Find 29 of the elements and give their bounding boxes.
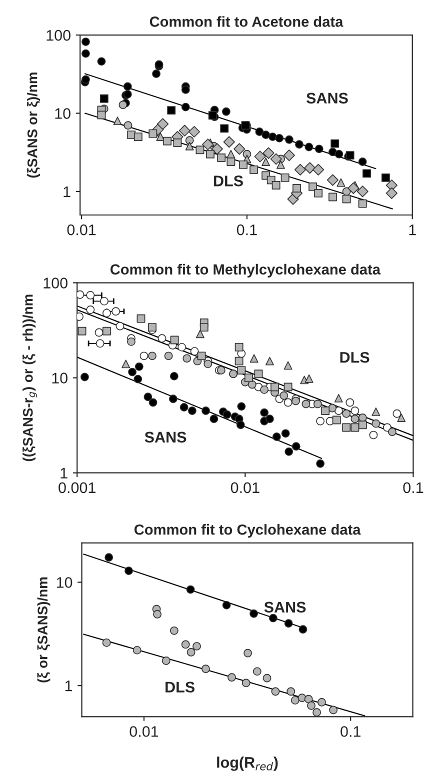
x-tick-label: 0.1 (403, 482, 424, 494)
y-tick-label: 10 (55, 108, 70, 119)
y-axis-title: (ξ or ξSANS)/nm (37, 577, 50, 682)
y-tick-label: 100 (46, 30, 70, 41)
x-tick-label: 0.01 (230, 482, 260, 494)
x-tick-label: 0.01 (130, 726, 158, 737)
annotation: DLS (214, 176, 243, 186)
annotation: SANS (306, 92, 348, 104)
x-tick-label: 1 (409, 224, 416, 236)
y-axis-title: (ξSANS or ξ)/nm (27, 72, 40, 178)
y-tick-label: 1 (65, 680, 72, 692)
y-tick-label: 10 (56, 577, 72, 588)
annotation: DLS (166, 682, 194, 693)
x-tick-label: 0.01 (67, 224, 96, 236)
chart-title: Common fit to Methylcyclohexane data (110, 264, 381, 278)
y-tick-label: 1 (60, 468, 68, 478)
x-axis-title: log(R$_{red}$) (217, 756, 278, 771)
annotation: SANS (144, 432, 186, 443)
x-tick-label: 0.1 (236, 224, 257, 236)
y-axis-title: ((ξSANS-r$_{g}$) or (ξ - rh))/nm (22, 294, 37, 462)
annotation: SANS (264, 602, 306, 613)
chart-title: Common fit to Acetone data (150, 16, 344, 27)
x-tick-label: 0.001 (58, 482, 96, 494)
y-tick-label: 100 (44, 278, 68, 288)
x-tick-label: 0.1 (340, 726, 360, 737)
chart-title: Common fit to Cyclohexane data (134, 524, 361, 538)
y-tick-label: 10 (52, 372, 68, 384)
y-tick-label: 1 (64, 186, 70, 197)
annotation: DLS (340, 352, 370, 363)
